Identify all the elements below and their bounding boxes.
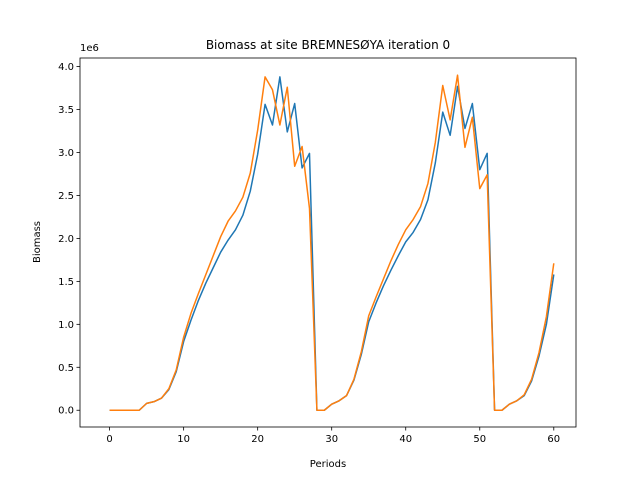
y-tick-label: 2.5 — [58, 191, 74, 202]
plot-frame — [79, 57, 577, 428]
y-tick-label: 0.5 — [58, 363, 74, 374]
x-tick-label: 50 — [473, 434, 486, 445]
y-tick-label: 4.0 — [58, 62, 74, 73]
x-tick-label: 10 — [177, 434, 190, 445]
x-tick-label: 40 — [399, 434, 412, 445]
plot-lines — [109, 74, 555, 411]
x-tick-label: 60 — [547, 434, 560, 445]
series-line-2 — [109, 74, 555, 411]
y-tick-label: 3.0 — [58, 148, 74, 159]
y-tick-label: 0.0 — [58, 406, 74, 417]
x-tick-label: 20 — [251, 434, 264, 445]
y-tick-label: 1.0 — [58, 320, 74, 331]
x-tick-label: 0 — [106, 434, 112, 445]
y-tick-label: 3.5 — [58, 105, 74, 116]
x-tick-label: 30 — [325, 434, 338, 445]
y-axis-label: Biomass — [32, 221, 43, 263]
y-axis-ticks: 0.0 0.5 1.0 1.5 2.0 2.5 3.0 3.5 4.0 — [58, 62, 80, 417]
y-tick-label: 2.0 — [58, 234, 74, 245]
chart-title: Biomass at site BREMNESØYA iteration 0 — [206, 38, 450, 52]
x-axis-ticks: 0 10 20 30 40 50 60 — [106, 427, 560, 445]
x-axis-label: Periods — [310, 459, 346, 470]
y-tick-label: 1.5 — [58, 277, 74, 288]
y-offset-text: 1e6 — [80, 43, 99, 54]
